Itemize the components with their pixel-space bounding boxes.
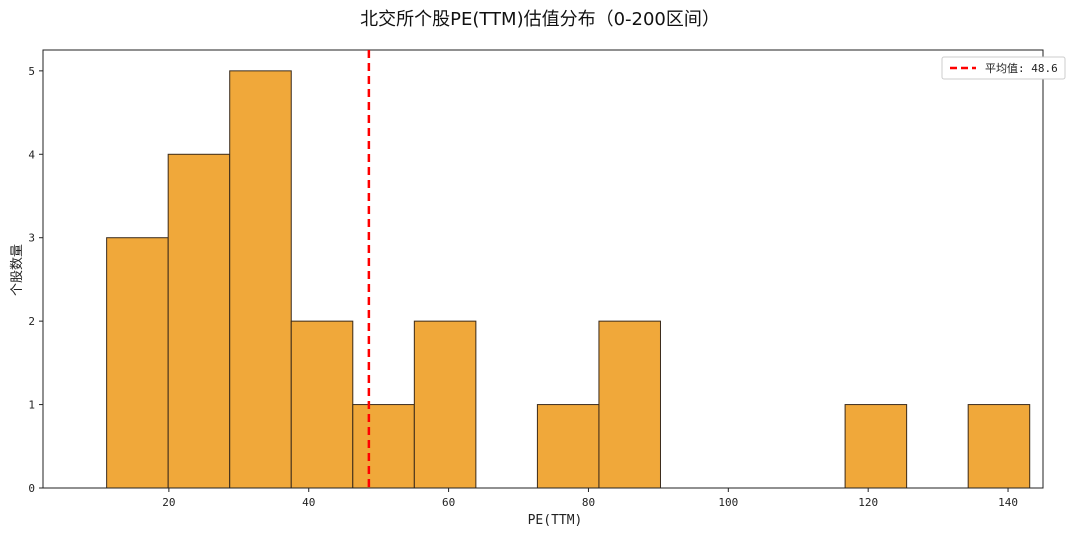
x-axis-label: PE(TTM)	[528, 513, 583, 528]
histogram-bar	[290, 320, 354, 489]
histogram-bar	[229, 70, 292, 489]
histogram-bar	[967, 404, 1031, 489]
legend-box	[941, 56, 1066, 80]
histogram-bar	[598, 320, 661, 489]
histogram-bar	[167, 153, 231, 489]
y-tick-label: 4	[28, 148, 35, 161]
chart-title: 北交所个股PE(TTM)估值分布（0-200区间）	[360, 9, 720, 30]
x-tick-label: 40	[302, 496, 315, 509]
y-axis-ticks: 0 1 2 3 4 5	[28, 65, 43, 495]
x-tick-label: 120	[858, 496, 878, 509]
plot-frame	[42, 49, 1044, 489]
x-tick-label: 20	[162, 496, 175, 509]
histogram-bar	[352, 404, 415, 489]
x-tick-label: 60	[442, 496, 455, 509]
y-tick-label: 1	[28, 399, 35, 412]
x-tick-label: 80	[582, 496, 595, 509]
x-tick-label: 140	[998, 496, 1018, 509]
y-tick-label: 5	[28, 65, 35, 78]
histogram-bar	[536, 404, 600, 489]
x-axis-ticks: 20 40 60 80 100 120 140	[162, 488, 1018, 509]
legend: 平均值: 48.6	[941, 56, 1066, 80]
legend-entry-mean: 平均值: 48.6	[985, 62, 1058, 75]
x-tick-label: 100	[718, 496, 738, 509]
y-tick-label: 3	[28, 232, 35, 245]
y-axis-label: 个股数量	[10, 244, 25, 296]
bars-group	[106, 70, 1031, 489]
histogram-bar	[413, 320, 477, 489]
y-tick-label: 0	[28, 482, 35, 495]
histogram-bar	[844, 404, 908, 489]
y-tick-label: 2	[28, 315, 35, 328]
histogram-bar	[106, 237, 169, 489]
